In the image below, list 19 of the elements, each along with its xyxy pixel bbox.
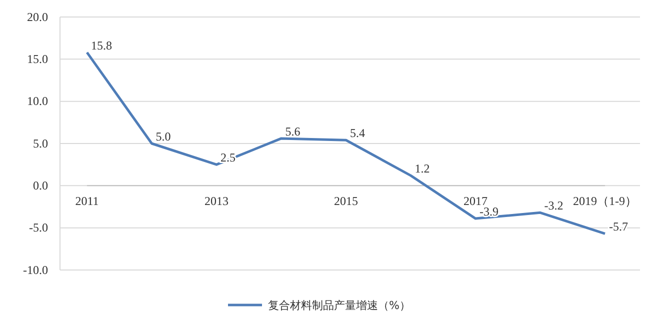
x-tick-label: 2011 [75, 194, 99, 208]
y-tick-label: 20.0 [27, 10, 48, 24]
data-label: 5.4 [350, 126, 365, 140]
x-tick-label: 2013 [204, 194, 228, 208]
y-tick-label: 5.0 [33, 136, 48, 150]
legend-label: 复合材料制品产量增速（%） [268, 299, 410, 312]
data-label: 5.6 [285, 124, 300, 138]
data-label: -5.7 [609, 220, 628, 234]
x-tick-label: 2019（1-9） [573, 194, 637, 208]
data-label: 1.2 [414, 162, 430, 176]
x-tick-label: 2015 [334, 194, 358, 208]
data-label: -3.2 [544, 198, 564, 213]
data-label: 5.0 [156, 130, 171, 144]
y-tick-label: 10.0 [27, 94, 48, 108]
y-tick-label: -10.0 [23, 262, 48, 277]
y-tick-label: 15.0 [27, 52, 48, 66]
y-tick-label: 0.0 [33, 178, 48, 193]
data-label: 15.8 [91, 38, 112, 52]
y-tick-label: -5.0 [29, 220, 48, 235]
